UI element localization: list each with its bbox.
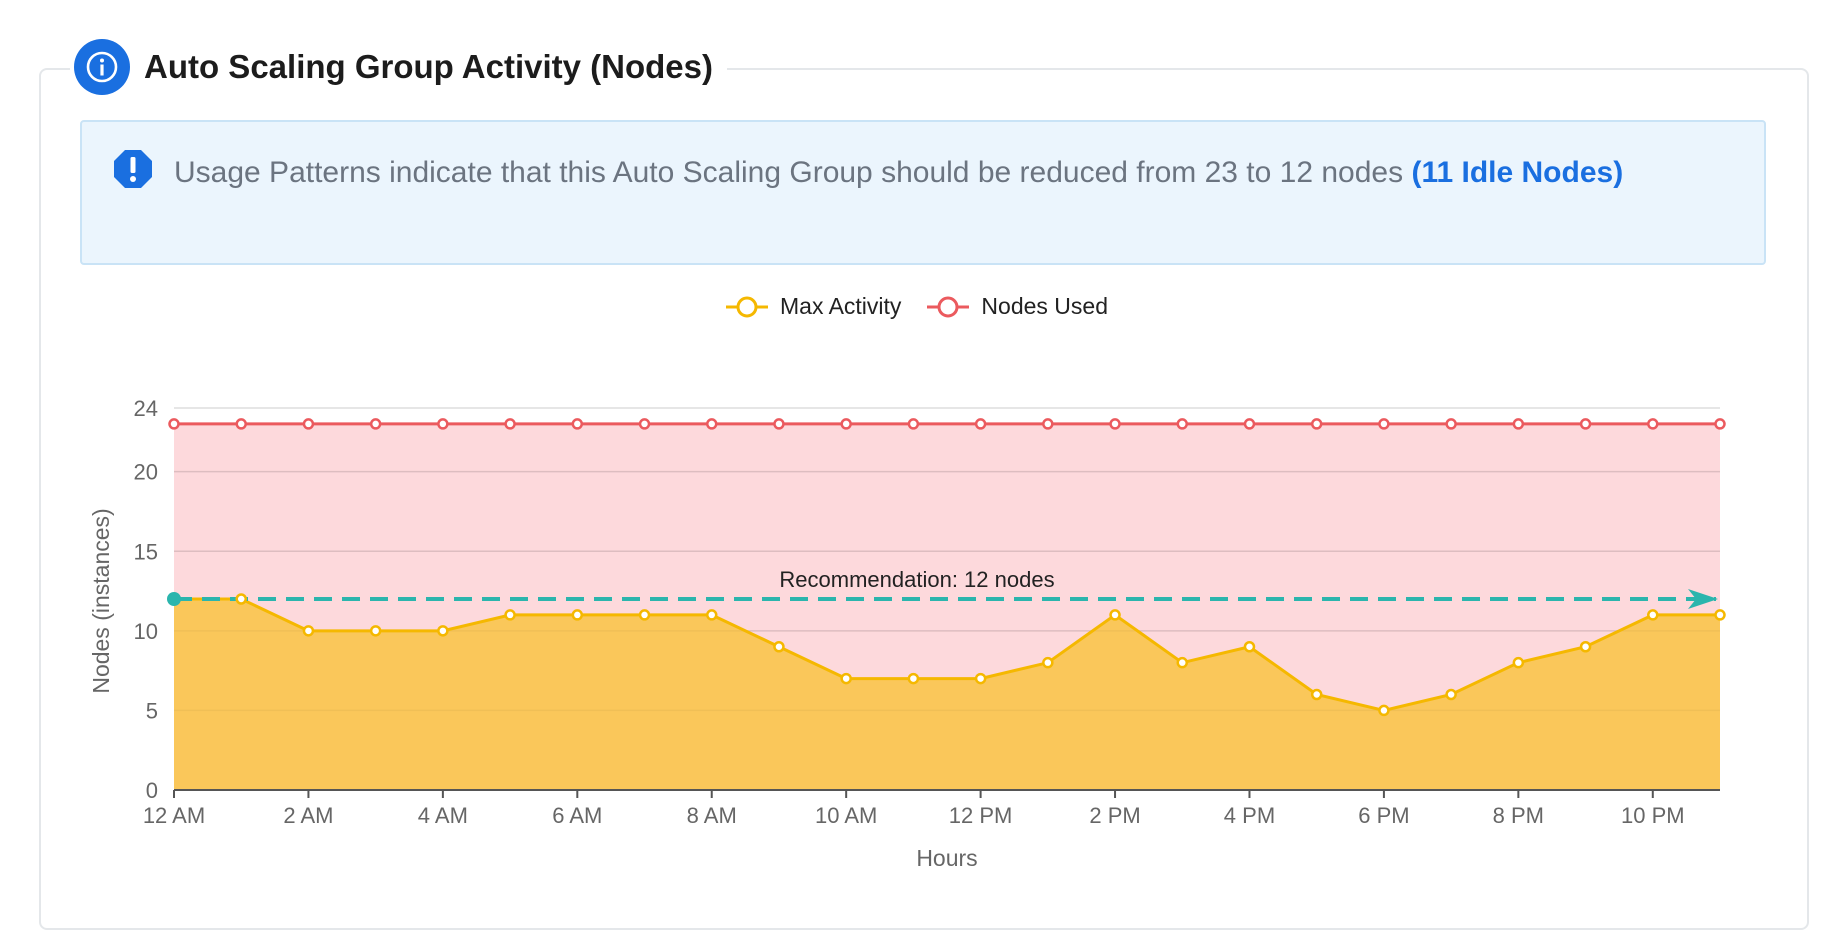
x-tick-label-0: 12 AM [143, 803, 205, 828]
chart-legend: Max Activity Nodes Used [0, 293, 1832, 320]
nodes-used-point-5 [504, 418, 516, 430]
max-activity-point-1 [235, 593, 247, 605]
idle-nodes-link[interactable]: (11 Idle Nodes) [1411, 156, 1624, 189]
max-activity-point-19 [1445, 688, 1457, 701]
max-activity-area [174, 599, 1720, 790]
x-tick-label-16: 4 PM [1224, 803, 1275, 828]
legend-label-nodes-used: Nodes Used [981, 293, 1108, 319]
nodes-used-point-7 [638, 418, 651, 430]
exclamation-octagon-icon [112, 148, 154, 195]
max-activity-point-3 [369, 625, 382, 637]
nodes-used-point-23 [1714, 418, 1726, 430]
max-activity-point-12 [974, 672, 987, 685]
max-activity-point-17 [1310, 688, 1323, 701]
recommendation-alert: Usage Patterns indicate that this Auto S… [80, 120, 1766, 265]
max-activity-point-20 [1512, 656, 1525, 669]
info-icon[interactable] [74, 39, 130, 95]
max-activity-line [174, 597, 1720, 712]
max-activity-point-18 [1378, 704, 1390, 717]
nodes-used-point-3 [369, 418, 382, 430]
legend-item-max-activity[interactable]: Max Activity [724, 293, 901, 320]
page-title: Auto Scaling Group Activity (Nodes) [144, 48, 713, 85]
nodes-used-point-16 [1243, 418, 1256, 430]
nodes-used-point-6 [571, 418, 584, 430]
nodes-used-point-19 [1445, 418, 1457, 430]
legend-label-max-activity: Max Activity [780, 293, 902, 319]
max-activity-point-22 [1647, 609, 1659, 621]
nodes-used-point-8 [705, 418, 718, 430]
nodes-used-point-10 [840, 418, 852, 430]
max-activity-point-11 [907, 672, 920, 685]
y-tick-label-5: 5 [146, 698, 158, 723]
max-activity-point-21 [1579, 641, 1592, 653]
nodes-used-point-20 [1512, 418, 1525, 430]
nodes-used-point-15 [1176, 418, 1189, 430]
max-activity-point-10 [840, 672, 852, 685]
x-axis-title: Hours [916, 845, 977, 871]
y-tick-label-24: 24 [134, 396, 158, 421]
nodes-used-point-1 [235, 418, 247, 430]
x-tick-label-4: 4 AM [418, 803, 468, 828]
nodes-used-point-14 [1109, 418, 1121, 430]
max-activity-point-8 [705, 609, 718, 621]
y-tick-label-0: 0 [146, 778, 158, 803]
y-tick-label-15: 15 [134, 539, 158, 564]
nodes-used-point-12 [974, 418, 987, 430]
x-tick-label-12: 12 PM [949, 803, 1013, 828]
x-tick-label-6: 6 AM [552, 803, 602, 828]
y-tick-label-20: 20 [134, 460, 158, 485]
max-activity-point-5 [504, 609, 516, 621]
x-tick-label-2: 2 AM [283, 803, 333, 828]
alert-message: Usage Patterns indicate that this Auto S… [174, 148, 1694, 198]
max-activity-point-13 [1042, 656, 1054, 669]
x-tick-label-8: 8 AM [687, 803, 737, 828]
max-activity-point-15 [1176, 656, 1189, 669]
max-activity-point-2 [302, 625, 315, 637]
recommendation-label: Recommendation: 12 nodes [779, 567, 1054, 592]
max-activity-point-6 [571, 609, 584, 621]
max-activity-point-23 [1714, 609, 1726, 621]
max-activity-point-4 [437, 625, 449, 637]
x-tick-label-18: 6 PM [1358, 803, 1409, 828]
nodes-used-point-18 [1378, 418, 1390, 430]
x-tick-label-14: 2 PM [1089, 803, 1140, 828]
nodes-used-point-13 [1042, 418, 1054, 430]
nodes-used-point-4 [437, 418, 449, 430]
y-tick-label-10: 10 [134, 619, 158, 644]
y-axis-title: Nodes (instances) [88, 508, 114, 693]
alert-text: Usage Patterns indicate that this Auto S… [174, 156, 1412, 189]
nodes-used-point-2 [302, 418, 315, 430]
max-activity-point-9 [773, 641, 785, 653]
chart-panel [39, 68, 1809, 930]
nodes-used-point-11 [907, 418, 920, 430]
nodes-used-point-0 [168, 418, 180, 430]
x-tick-label-22: 10 PM [1621, 803, 1685, 828]
x-tick-label-10: 10 AM [815, 803, 877, 828]
max-activity-point-7 [638, 609, 651, 621]
legend-item-nodes-used[interactable]: Nodes Used [925, 293, 1108, 320]
nodes-used-point-17 [1310, 418, 1323, 430]
recommendation-start-point [167, 592, 181, 606]
nodes-used-point-22 [1647, 418, 1659, 430]
recommendation-arrowhead [1688, 589, 1718, 609]
nodes-used-point-9 [773, 418, 785, 430]
x-tick-label-20: 8 PM [1493, 803, 1544, 828]
max-activity-point-16 [1243, 641, 1256, 653]
nodes-used-point-21 [1579, 418, 1592, 430]
max-activity-point-14 [1109, 609, 1121, 621]
panel-header: Auto Scaling Group Activity (Nodes) [70, 37, 727, 97]
